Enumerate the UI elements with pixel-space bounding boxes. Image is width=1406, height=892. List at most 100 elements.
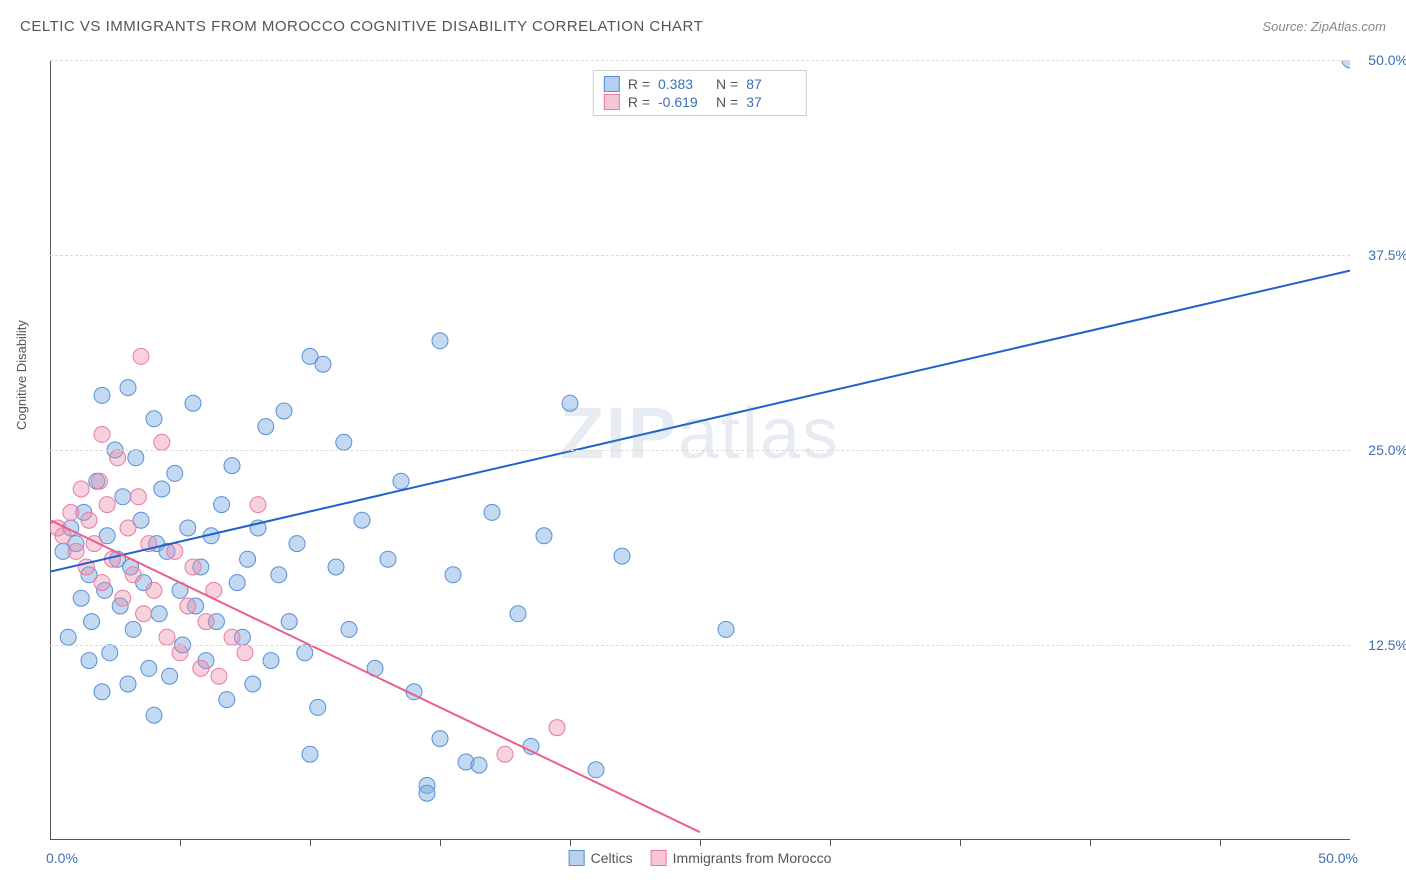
point-morocco (91, 473, 107, 489)
point-celtics (393, 473, 409, 489)
point-celtics (297, 645, 313, 661)
point-celtics (219, 692, 235, 708)
point-celtics (536, 528, 552, 544)
point-celtics (102, 645, 118, 661)
point-celtics (245, 676, 261, 692)
point-celtics (718, 621, 734, 637)
corr-n-label-1: N = (716, 94, 738, 110)
point-celtics (281, 614, 297, 630)
point-morocco (549, 720, 565, 736)
point-celtics (380, 551, 396, 567)
point-celtics (84, 614, 100, 630)
point-celtics (471, 757, 487, 773)
x-tick-0: 0.0% (46, 850, 78, 866)
point-morocco (185, 559, 201, 575)
corr-row-0: R = 0.383 N = 87 (604, 75, 796, 93)
y-tick-label: 50.0% (1368, 52, 1406, 68)
point-morocco (159, 629, 175, 645)
point-celtics (180, 520, 196, 536)
point-celtics (167, 465, 183, 481)
y-tick-label: 25.0% (1368, 442, 1406, 458)
point-celtics (115, 489, 131, 505)
point-celtics (562, 395, 578, 411)
gridline-h (50, 450, 1350, 451)
corr-row-1: R = -0.619 N = 37 (604, 93, 796, 111)
point-celtics (258, 419, 274, 435)
point-morocco (172, 645, 188, 661)
point-morocco (193, 660, 209, 676)
point-morocco (180, 598, 196, 614)
point-celtics (141, 660, 157, 676)
point-morocco (81, 512, 97, 528)
point-celtics (315, 356, 331, 372)
corr-r-value-1: -0.619 (658, 94, 708, 110)
point-morocco (167, 543, 183, 559)
regression-celtics (50, 271, 1350, 572)
legend-swatch-1 (651, 850, 667, 866)
point-celtics (354, 512, 370, 528)
point-morocco (120, 520, 136, 536)
point-celtics (94, 684, 110, 700)
x-tick-mark (700, 840, 701, 846)
point-morocco (133, 348, 149, 364)
gridline-h (50, 645, 1350, 646)
corr-n-value-1: 37 (746, 94, 796, 110)
corr-r-label-1: R = (628, 94, 650, 110)
point-celtics (151, 606, 167, 622)
y-tick-label: 12.5% (1368, 637, 1406, 653)
point-morocco (224, 629, 240, 645)
source-label: Source: ZipAtlas.com (1262, 18, 1386, 36)
point-celtics (125, 621, 141, 637)
point-celtics (276, 403, 292, 419)
point-celtics (263, 653, 279, 669)
legend-item-0: Celtics (569, 850, 633, 866)
x-tick-mark (1090, 840, 1091, 846)
y-tick-label: 37.5% (1368, 247, 1406, 263)
legend-label-0: Celtics (591, 850, 633, 866)
correlation-legend: R = 0.383 N = 87 R = -0.619 N = 37 (593, 70, 807, 116)
x-tick-50: 50.0% (1318, 850, 1358, 866)
point-morocco (497, 746, 513, 762)
point-morocco (99, 497, 115, 513)
point-morocco (146, 582, 162, 598)
point-morocco (94, 426, 110, 442)
chart-plot-area: ZIPatlas R = 0.383 N = 87 R = -0.619 N =… (50, 60, 1350, 840)
corr-swatch-1 (604, 94, 620, 110)
point-morocco (68, 543, 84, 559)
point-celtics (73, 590, 89, 606)
point-celtics (162, 668, 178, 684)
x-tick-mark (960, 840, 961, 846)
point-celtics (214, 497, 230, 513)
point-celtics (289, 536, 305, 552)
point-celtics (94, 387, 110, 403)
point-morocco (154, 434, 170, 450)
point-celtics (120, 380, 136, 396)
point-celtics (510, 606, 526, 622)
point-celtics (271, 567, 287, 583)
point-morocco (110, 450, 126, 466)
point-celtics (120, 676, 136, 692)
gridline-h (50, 60, 1350, 61)
point-celtics (336, 434, 352, 450)
corr-n-label-0: N = (716, 76, 738, 92)
legend-label-1: Immigrants from Morocco (673, 850, 832, 866)
source-prefix: Source: (1262, 19, 1310, 34)
gridline-h (50, 255, 1350, 256)
point-celtics (341, 621, 357, 637)
point-celtics (328, 559, 344, 575)
point-celtics (432, 333, 448, 349)
point-celtics (445, 567, 461, 583)
x-tick-mark (830, 840, 831, 846)
point-morocco (63, 504, 79, 520)
x-tick-mark (180, 840, 181, 846)
chart-title: CELTIC VS IMMIGRANTS FROM MOROCCO COGNIT… (20, 18, 703, 35)
point-morocco (130, 489, 146, 505)
point-celtics (60, 629, 76, 645)
point-morocco (250, 497, 266, 513)
point-celtics (185, 395, 201, 411)
legend-item-1: Immigrants from Morocco (651, 850, 832, 866)
point-celtics (81, 653, 97, 669)
point-celtics (432, 731, 448, 747)
point-morocco (237, 645, 253, 661)
point-celtics (240, 551, 256, 567)
